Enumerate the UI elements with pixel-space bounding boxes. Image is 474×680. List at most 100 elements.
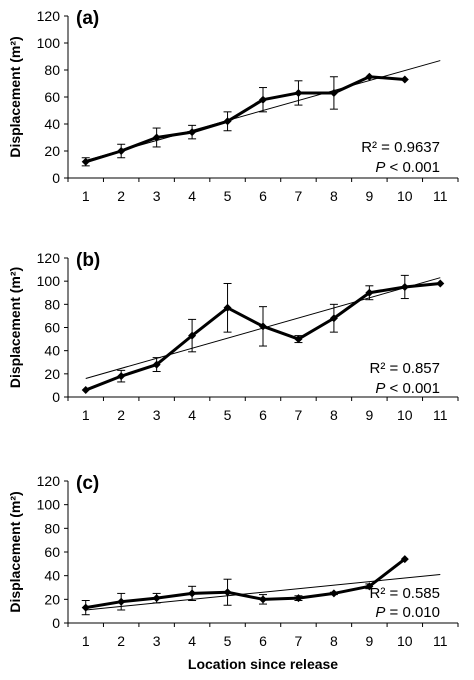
- x-tick-label: 9: [365, 407, 373, 423]
- y-tick-label: 20: [44, 366, 60, 382]
- y-tick-label: 80: [44, 296, 60, 312]
- data-point: [223, 588, 232, 597]
- panel-c: 0 20 40 60 80 100 120 1 2 3 4 5 6 7 8 9 10 11 Displacement…: [7, 473, 459, 649]
- x-tick-label: 7: [295, 633, 303, 649]
- panel-label: (b): [76, 250, 100, 271]
- x-tick-label: 5: [224, 188, 232, 204]
- y-tick-label: 120: [37, 250, 61, 266]
- x-tick-label: 8: [330, 407, 338, 423]
- x-tick-label: 6: [259, 633, 267, 649]
- data-point: [400, 75, 409, 84]
- panel-a: 0 20 40 60 80 100 120 1 2 3 4 5 6 7 8 9 10 11 Displacement…: [7, 8, 459, 204]
- p-value-text: < 0.001: [385, 380, 440, 397]
- y-tick-label: 60: [44, 544, 60, 560]
- data-point: [365, 582, 374, 591]
- x-tick-label: 10: [397, 407, 413, 423]
- x-tick-label: 9: [365, 188, 373, 204]
- y-tick-label: 120: [37, 8, 61, 24]
- x-axis-title: Location since release: [188, 656, 338, 672]
- panel-label: (a): [76, 8, 99, 29]
- data-point: [81, 603, 90, 612]
- x-tick-label: 7: [295, 407, 303, 423]
- x-tick-label: 4: [188, 633, 196, 649]
- data-point: [81, 157, 90, 166]
- r-squared-label: R² = 0.9637: [361, 139, 440, 156]
- data-point: [117, 147, 126, 155]
- y-tick-label: 40: [44, 116, 60, 132]
- data-point: [223, 117, 232, 126]
- data-point: [436, 279, 445, 288]
- x-tick-label: 4: [188, 188, 196, 204]
- x-tick-label: 5: [224, 407, 232, 423]
- y-axis-title: Displacement (m²): [7, 36, 23, 157]
- x-tick-label: 10: [397, 633, 413, 649]
- p-value-text: < 0.001: [385, 159, 440, 176]
- y-axis-title: Displacement (m²): [7, 491, 23, 612]
- data-point: [294, 335, 303, 344]
- data-point: [117, 597, 126, 606]
- trendline: [85, 573, 441, 611]
- series-line: [85, 557, 406, 610]
- r-squared-label: R² = 0.857: [370, 360, 440, 377]
- y-tick-label: 40: [44, 343, 60, 359]
- y-tick-label: 0: [52, 170, 60, 186]
- data-point: [365, 72, 374, 81]
- data-point: [329, 88, 338, 97]
- x-tick-label: 1: [82, 633, 90, 649]
- p-value-symbol: P: [375, 604, 385, 621]
- data-point: [259, 322, 267, 331]
- y-tick-label: 40: [44, 568, 60, 584]
- data-point: [259, 95, 267, 104]
- data-point: [188, 589, 197, 598]
- data-point: [152, 133, 161, 142]
- x-tick-label: 2: [117, 188, 125, 204]
- x-tick-label: 10: [397, 188, 413, 204]
- y-tick-label: 0: [52, 389, 60, 405]
- x-tick-label: 2: [117, 407, 125, 423]
- y-tick-label: 120: [37, 473, 61, 489]
- x-tick-label: 1: [82, 188, 90, 204]
- data-point: [400, 555, 409, 564]
- y-tick-label: 60: [44, 320, 60, 336]
- data-point: [223, 303, 232, 312]
- data-point: [365, 288, 374, 297]
- y-tick-label: 80: [44, 62, 60, 78]
- r-squared-label: R² = 0.585: [370, 585, 440, 602]
- x-tick-label: 3: [153, 188, 161, 204]
- panel-label: (c): [76, 473, 99, 494]
- data-point: [329, 314, 338, 323]
- x-tick-label: 8: [330, 188, 338, 204]
- x-tick-label: 6: [259, 188, 267, 204]
- p-value-symbol: P: [375, 159, 385, 176]
- p-value-symbol: P: [375, 380, 385, 397]
- y-tick-label: 80: [44, 520, 60, 536]
- data-point: [188, 331, 197, 340]
- data-point: [152, 360, 161, 369]
- x-tick-label: 6: [259, 407, 267, 423]
- x-tick-label: 11: [433, 407, 448, 423]
- data-point: [294, 88, 303, 97]
- p-value-label: P < 0.001: [375, 159, 440, 176]
- x-tick-label: 11: [433, 188, 448, 204]
- y-tick-label: 20: [44, 591, 60, 607]
- y-tick-label: 0: [52, 615, 60, 631]
- data-point: [259, 595, 267, 604]
- p-value-label: P = 0.010: [375, 604, 440, 621]
- y-axis-title: Displacement (m²): [7, 267, 23, 388]
- x-tick-label: 11: [433, 633, 448, 649]
- data-point: [152, 594, 161, 603]
- x-tick-label: 3: [153, 633, 161, 649]
- x-tick-label: 4: [188, 407, 196, 423]
- x-tick-label: 5: [224, 633, 232, 649]
- y-tick-label: 100: [37, 35, 61, 51]
- data-point: [294, 594, 303, 603]
- x-tick-label: 9: [365, 633, 373, 649]
- data-point: [400, 282, 409, 291]
- series-line: [85, 75, 405, 164]
- x-tick-label: 3: [153, 407, 161, 423]
- p-value-label: P < 0.001: [375, 380, 440, 397]
- y-tick-label: 20: [44, 143, 60, 159]
- data-point: [329, 589, 338, 598]
- x-tick-label: 1: [82, 407, 90, 423]
